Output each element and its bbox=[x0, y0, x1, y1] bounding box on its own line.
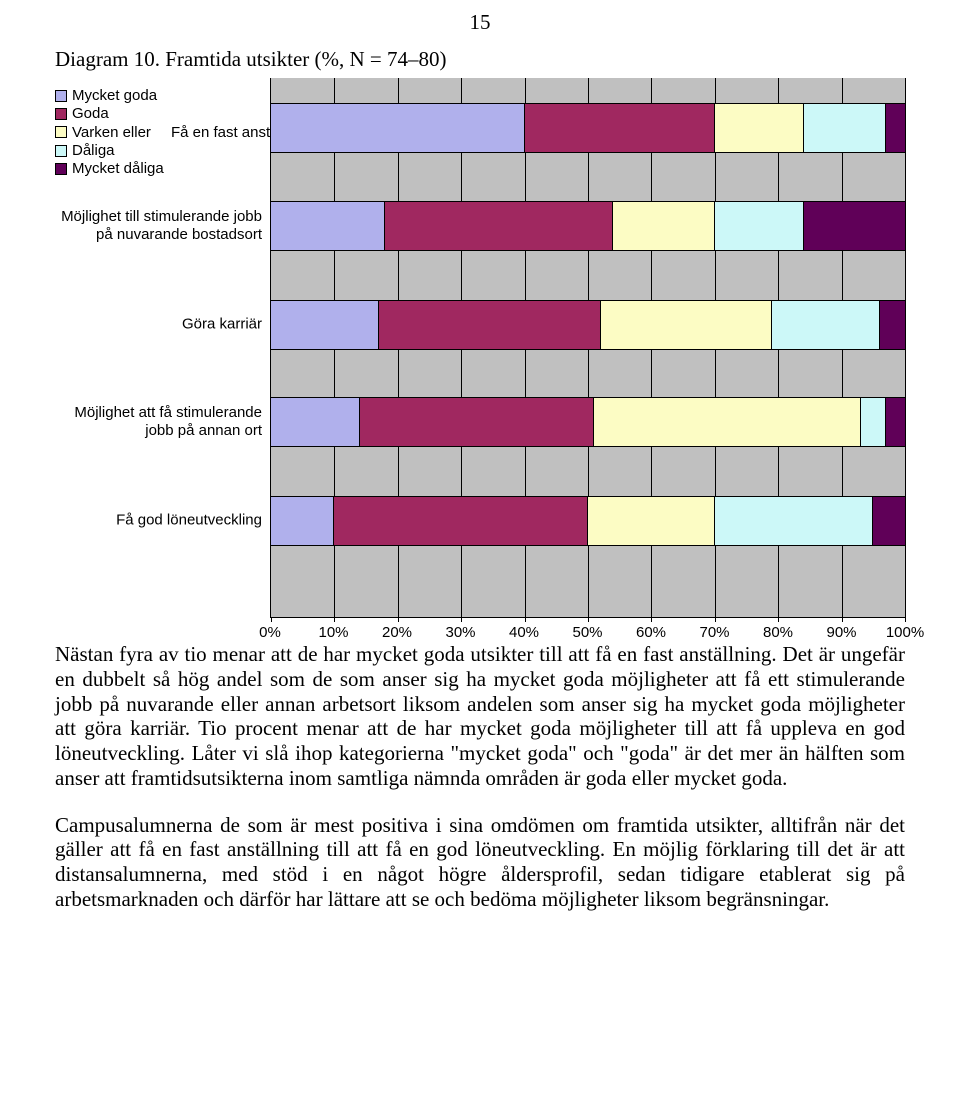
chart-legend-item: Dåliga bbox=[55, 142, 270, 159]
chart-bar-segment bbox=[385, 202, 613, 250]
body-paragraph-2: Campusalumnerna de som är mest positiva … bbox=[55, 813, 905, 912]
chart-bar-segment bbox=[804, 104, 886, 152]
chart-legend-item: Mycket goda bbox=[55, 87, 270, 104]
chart-plot-area bbox=[270, 78, 905, 618]
chart-legend-label: Goda bbox=[72, 105, 109, 122]
chart-bar bbox=[271, 397, 905, 447]
chart-x-tick-label: 10% bbox=[318, 624, 348, 641]
chart-legend: Mycket godaGoda Varken ellerFå en fast an… bbox=[55, 85, 270, 178]
chart-gridline bbox=[905, 78, 906, 617]
chart-labels-column: Mycket godaGoda Varken ellerFå en fast an… bbox=[55, 78, 270, 618]
chart-legend-swatch bbox=[55, 126, 67, 138]
chart-x-tick-label: 60% bbox=[636, 624, 666, 641]
chart-legend-swatch bbox=[55, 108, 67, 120]
chart-x-tick-label: 100% bbox=[886, 624, 924, 641]
chart-bar-segment bbox=[886, 104, 905, 152]
chart-bar-segment bbox=[379, 301, 601, 349]
chart-legend-label: Mycket goda bbox=[72, 87, 157, 104]
body-paragraph-1: Nästan fyra av tio menar att de har myck… bbox=[55, 642, 905, 791]
chart-bar-segment bbox=[271, 202, 385, 250]
chart-legend-label: Varken eller bbox=[72, 124, 151, 141]
chart-legend-item: Mycket dåliga bbox=[55, 160, 270, 177]
chart-category-label: Möjlighet till stimulerande jobb på nuva… bbox=[55, 208, 270, 243]
chart-bar-segment bbox=[715, 104, 804, 152]
chart-container: Mycket godaGoda Varken ellerFå en fast an… bbox=[55, 78, 905, 642]
chart-x-tick-label: 90% bbox=[826, 624, 856, 641]
chart-bar-segment bbox=[873, 497, 905, 545]
chart-bar-segment bbox=[804, 202, 905, 250]
chart-x-tick-label: 0% bbox=[259, 624, 281, 641]
chart-bar-segment bbox=[525, 104, 715, 152]
diagram-title: Diagram 10. Framtida utsikter (%, N = 74… bbox=[55, 47, 905, 72]
chart-category-label: Möjlighet att få stimulerande jobb på an… bbox=[55, 404, 270, 439]
chart-category-label: Göra karriär bbox=[55, 315, 270, 332]
chart-bar-segment bbox=[360, 398, 595, 446]
chart-x-tick-label: 70% bbox=[699, 624, 729, 641]
chart-legend-label: Dåliga bbox=[72, 142, 115, 159]
chart-legend-swatch bbox=[55, 163, 67, 175]
chart-bar-segment bbox=[334, 497, 588, 545]
chart-bar-segment bbox=[861, 398, 886, 446]
chart-bar-segment bbox=[588, 497, 715, 545]
chart-x-tick-label: 20% bbox=[382, 624, 412, 641]
chart-bar-segment bbox=[594, 398, 860, 446]
chart-x-tick-label: 50% bbox=[572, 624, 602, 641]
page-number: 15 bbox=[55, 10, 905, 35]
chart-bar-segment bbox=[271, 301, 379, 349]
chart-legend-swatch bbox=[55, 145, 67, 157]
chart-bar-segment bbox=[271, 398, 360, 446]
chart-legend-swatch bbox=[55, 90, 67, 102]
chart-bar-segment bbox=[715, 497, 874, 545]
page: 15 Diagram 10. Framtida utsikter (%, N =… bbox=[0, 0, 960, 973]
chart-bar bbox=[271, 103, 905, 153]
chart-x-tick-label: 30% bbox=[445, 624, 475, 641]
chart-legend-item: Goda bbox=[55, 105, 270, 122]
chart-plot-column: 0%10%20%30%40%50%60%70%80%90%100% bbox=[270, 78, 905, 642]
chart-legend-label: Mycket dåliga bbox=[72, 160, 164, 177]
chart-bar-segment bbox=[880, 301, 905, 349]
chart-tickmark bbox=[905, 617, 906, 622]
chart-bar bbox=[271, 496, 905, 546]
chart-bar-segment bbox=[772, 301, 880, 349]
chart-legend-item: Varken ellerFå en fast anställning bbox=[55, 124, 270, 141]
chart-bar-segment bbox=[271, 104, 525, 152]
chart-category-label: Få god löneutveckling bbox=[55, 511, 270, 528]
chart-bar-segment bbox=[613, 202, 714, 250]
chart-bar-segment bbox=[271, 497, 334, 545]
chart-bar bbox=[271, 300, 905, 350]
chart-x-tick-label: 40% bbox=[509, 624, 539, 641]
chart-x-axis: 0%10%20%30%40%50%60%70%80%90%100% bbox=[270, 618, 905, 642]
chart-bar-segment bbox=[886, 398, 905, 446]
chart-bar-segment bbox=[715, 202, 804, 250]
chart-bar bbox=[271, 201, 905, 251]
chart-bar-segment bbox=[601, 301, 772, 349]
chart-x-tick-label: 80% bbox=[763, 624, 793, 641]
